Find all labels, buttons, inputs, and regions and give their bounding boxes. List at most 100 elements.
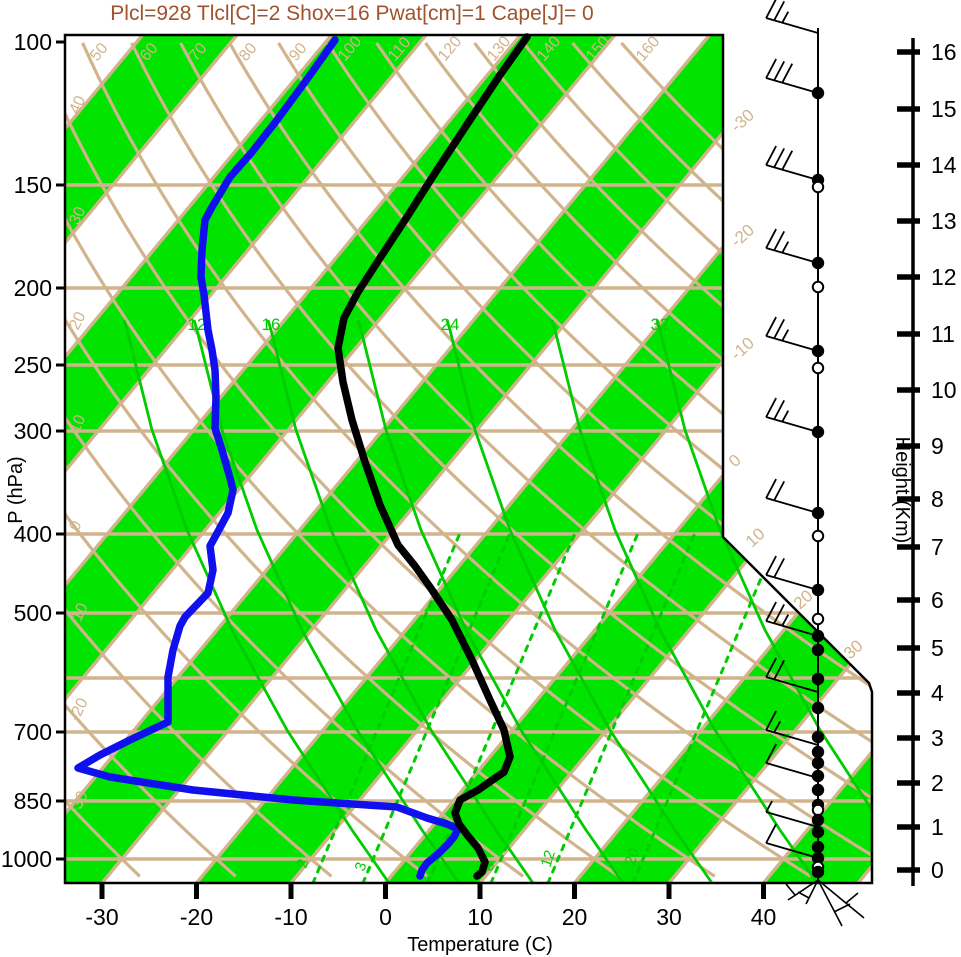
dry-adiabat-line [65, 42, 429, 878]
isotherm-label-right: -20 [727, 220, 758, 251]
wind-barb-feather [773, 318, 785, 339]
temperature-tick-label: -10 [274, 904, 307, 930]
green-band [65, 35, 804, 883]
pressure-tick-label: 700 [14, 719, 52, 745]
wind-barb-stem [765, 497, 819, 514]
dry-adiabat-label-left: -20 [66, 695, 91, 723]
mixing-ratio-line [361, 532, 512, 883]
temperature-curve [334, 33, 531, 880]
height-tick-label: 10 [931, 377, 957, 403]
moist-adiabat-label: 12 [188, 315, 207, 334]
wind-level-dot [811, 756, 825, 770]
dry-adiabat-line [571, 41, 872, 878]
green-band [574, 35, 872, 883]
wind-barb-stem [765, 762, 819, 779]
dry-adiabat-line [65, 42, 237, 878]
moist-adiabat-line [445, 319, 714, 883]
wind-level-dot [811, 730, 825, 744]
wind-barb-stem [765, 164, 819, 181]
moist-adiabat-line [356, 319, 625, 883]
wind-barb-feather [765, 555, 777, 576]
dry-adiabat-line [179, 42, 872, 878]
wind-barb-feather [781, 63, 794, 84]
height-tick-label: 7 [931, 534, 944, 560]
height-tick-label: 9 [931, 433, 944, 459]
height-tick-label: 4 [931, 680, 944, 706]
height-tick-label: 6 [931, 587, 944, 613]
moist-adiabat-line [266, 319, 535, 883]
wind-level-dot [811, 701, 825, 715]
temperature-tick-label: -30 [85, 904, 118, 930]
height-tick-label: 13 [931, 208, 957, 234]
temperature-tick-label: 30 [656, 904, 682, 930]
wind-barb-feather [781, 150, 794, 171]
wind-barb-stem [765, 842, 819, 859]
height-tick-label: 0 [931, 857, 944, 883]
pressure-tick-label: 250 [14, 352, 52, 378]
wind-level-dot-open [811, 803, 825, 817]
wind-barb-halffeather [773, 720, 781, 733]
isotherm-line [573, 35, 872, 883]
surface-wind-flourish [785, 879, 865, 927]
height-tick-label: 1 [931, 814, 944, 840]
dry-adiabat-line [65, 42, 333, 878]
temperature-tick-label: -20 [180, 904, 213, 930]
height-axis-title: Height (Km) [891, 437, 913, 544]
wind-level-dot-open [811, 529, 825, 543]
moist-adiabat-label: 24 [441, 315, 460, 334]
wind-barb-halffeather [781, 329, 790, 342]
temperature-tick-label: 10 [467, 904, 493, 930]
dry-adiabat-label-left: 10 [66, 412, 89, 436]
moist-adiabat-label: 32 [651, 315, 670, 334]
isotherm-line [65, 35, 333, 883]
isotherm-label-right: -10 [727, 333, 758, 364]
wind-barb-feather [765, 0, 777, 19]
wind-level-dot-open [811, 280, 825, 294]
wind-barb-feather [773, 603, 785, 624]
pressure-tick-label: 150 [14, 172, 52, 198]
temperature-axis-title: Temperature (C) [407, 934, 553, 956]
wind-barb-feather [765, 145, 777, 166]
wind-barb-feather [765, 397, 777, 418]
height-tick-label: 14 [931, 152, 957, 178]
mixing-ratio-line [546, 532, 697, 883]
wind-barb-halffeather [781, 614, 790, 627]
wind-level-dot [811, 86, 825, 100]
wind-barb-feather [773, 659, 785, 680]
wind-level-dot [811, 769, 825, 783]
wind-level-dot [811, 783, 825, 797]
wind-barb-feather [765, 823, 777, 844]
wind-level-dot [811, 672, 825, 686]
wind-barb-feather [765, 316, 777, 337]
wind-barb-stem [765, 811, 819, 828]
isotherm-line [100, 35, 806, 883]
wind-barb-feather [773, 480, 785, 501]
wind-barb-stem [765, 247, 819, 264]
mixing-ratio-line [489, 532, 640, 883]
mixing-ratio-label: 20 [622, 846, 643, 867]
wind-level-dot [811, 865, 825, 879]
wind-barb-feather [765, 58, 777, 79]
wind-barb-halffeather [781, 241, 790, 254]
height-tick-label: 8 [931, 486, 944, 512]
wind-barb-halffeather [781, 11, 790, 24]
wind-level-dot [811, 256, 825, 270]
wind-barb-halffeather [781, 410, 790, 423]
wind-barb-stem [765, 416, 819, 433]
mixing-ratio-label: 12 [538, 848, 559, 869]
isotherm-line [65, 35, 428, 883]
isotherm-label-right: 10 [742, 524, 769, 551]
green-band [65, 35, 615, 883]
dry-adiabat-label-left: 30 [66, 204, 89, 228]
temperature-tick-label: 20 [562, 904, 588, 930]
dry-adiabat-line [228, 42, 872, 878]
pressure-tick-label: 300 [14, 418, 52, 444]
dry-adiabat-label-left: 20 [66, 309, 89, 333]
plot-frame [63, 33, 874, 885]
dry-adiabat-label-left: 40 [66, 93, 89, 117]
height-tick-label: 3 [931, 725, 944, 751]
wind-barb-stem [765, 335, 819, 352]
isotherm-line [65, 35, 239, 883]
